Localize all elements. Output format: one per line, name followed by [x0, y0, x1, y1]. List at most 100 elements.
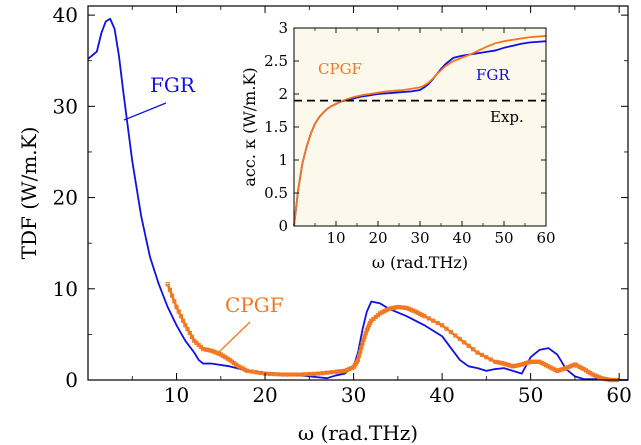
main-cpgf-point: [484, 355, 489, 360]
inset-x-tick-label: 40: [452, 229, 471, 247]
inset-y-tick-label: 2.5: [264, 52, 288, 70]
main-cpgf-point: [335, 369, 341, 374]
inset-y-tick-label: 1.5: [264, 118, 288, 136]
main-cpgf-point: [216, 351, 221, 356]
main-cpgf-point: [189, 334, 195, 339]
main-cpgf-point: [276, 372, 281, 377]
main-cpgf-point: [457, 336, 462, 342]
main-cpgf-point: [592, 373, 597, 378]
main-cpgf-point: [510, 364, 516, 369]
main-cpgf-point: [448, 330, 454, 335]
main-cpgf-point: [285, 372, 290, 377]
main-y-tick-label: 40: [53, 3, 78, 27]
inset-y-tick-label: 1: [278, 151, 288, 169]
main-cpgf-point: [513, 363, 518, 368]
main-cpgf-point: [532, 359, 538, 364]
main-cpgf-point: [568, 364, 573, 369]
main-cpgf-point: [594, 374, 600, 379]
main-cpgf-point: [590, 372, 595, 377]
main-cpgf-point: [245, 368, 250, 373]
main-cpgf-point: [358, 349, 363, 354]
main-cpgf-point: [515, 363, 520, 368]
main-x-tick-label: 50: [518, 383, 543, 407]
main-cpgf-point: [205, 347, 210, 352]
main-cpgf-point: [435, 320, 440, 326]
inset-ticks-group: 10 20 30 40 50 60 0 0.5 1 1.5 2 2.5 3: [264, 19, 555, 247]
main-cpgf-point: [400, 305, 405, 310]
main-cpgf-point: [212, 349, 217, 354]
main-y-tick-label: 20: [53, 186, 78, 210]
main-cpgf-point: [603, 376, 608, 382]
main-cpgf-point: [344, 367, 350, 373]
main-cpgf-point: [422, 314, 427, 319]
main-cpgf-point: [324, 370, 330, 375]
main-cpgf-point: [207, 348, 212, 353]
main-cpgf-point: [524, 361, 529, 366]
main-cpgf-point: [389, 306, 394, 311]
main-x-tick-label: 10: [164, 383, 189, 407]
main-cpgf-point: [357, 353, 362, 358]
main-cpgf-point: [535, 359, 540, 364]
inset-series-group: [293, 35, 547, 227]
main-cpgf-point: [311, 371, 316, 376]
main-cpgf-point: [178, 314, 184, 319]
main-cpgf-point: [185, 327, 190, 332]
inset-y-tick-label: 2: [278, 85, 288, 103]
main-plot-frame: [87, 5, 629, 381]
main-cpgf-point: [528, 359, 533, 364]
main-cpgf-point: [499, 361, 504, 366]
main-cpgf-point: [501, 361, 507, 366]
main-cpgf-point: [406, 306, 412, 311]
main-cpgf-point: [506, 362, 511, 368]
main-cpgf-point: [555, 368, 560, 373]
main-cpgf-point: [165, 282, 170, 287]
main-cpgf-point: [298, 372, 303, 377]
main-cpgf-point: [597, 375, 602, 380]
main-cpgf-point: [404, 305, 409, 311]
main-cpgf-point: [289, 372, 294, 377]
main-y-tick-label: 10: [53, 277, 78, 301]
main-cpgf-point: [340, 369, 345, 374]
main-cpgf-point: [280, 372, 285, 377]
main-cpgf-point: [181, 318, 186, 323]
main-y-axis-label: TDF (W/m.K): [17, 127, 41, 260]
main-cpgf-point: [439, 323, 445, 328]
main-series-fgr-line: [87, 17, 628, 381]
main-x-axis-label: ω (rad.THz): [298, 421, 418, 445]
main-cpgf-point: [395, 304, 400, 310]
main-cpgf-point: [508, 363, 513, 368]
annotation-fgr: FGR: [150, 73, 196, 97]
main-cpgf-point: [258, 370, 263, 376]
main-cpgf-point: [504, 362, 509, 367]
main-cpgf-point: [167, 287, 172, 293]
main-cpgf-point: [559, 367, 564, 372]
main-cpgf-point: [320, 371, 325, 376]
main-cpgf-point: [497, 360, 502, 365]
inset-x-tick-label: 30: [410, 229, 429, 247]
annotation-cpgf-pointer: [218, 321, 251, 353]
inset-x-tick-label: 20: [368, 229, 387, 247]
main-cpgf-point: [462, 340, 467, 345]
main-cpgf-point: [347, 366, 352, 372]
main-x-tick-label: 40: [429, 383, 454, 407]
main-y-tick-label: 0: [65, 368, 78, 392]
main-cpgf-point: [466, 343, 471, 348]
main-y-tick-label: 30: [53, 94, 78, 118]
main-cpgf-point: [563, 366, 569, 371]
inset-y-tick-label: 0: [278, 217, 288, 235]
main-cpgf-point: [426, 316, 431, 321]
main-cpgf-point: [475, 350, 480, 355]
main-cpgf-point: [293, 372, 299, 377]
inset-y-tick-label: 0.5: [264, 184, 288, 202]
main-cpgf-point: [271, 371, 277, 377]
main-cpgf-point: [566, 365, 571, 370]
inset-annotation-exp: Exp.: [490, 108, 524, 126]
main-cpgf-point: [302, 372, 307, 377]
inset-annotation-cpgf: CPGF: [318, 60, 362, 78]
inset-annotation-fgr: FGR: [476, 66, 510, 84]
main-cpgf-point: [561, 366, 566, 371]
main-cpgf-point: [176, 309, 181, 314]
